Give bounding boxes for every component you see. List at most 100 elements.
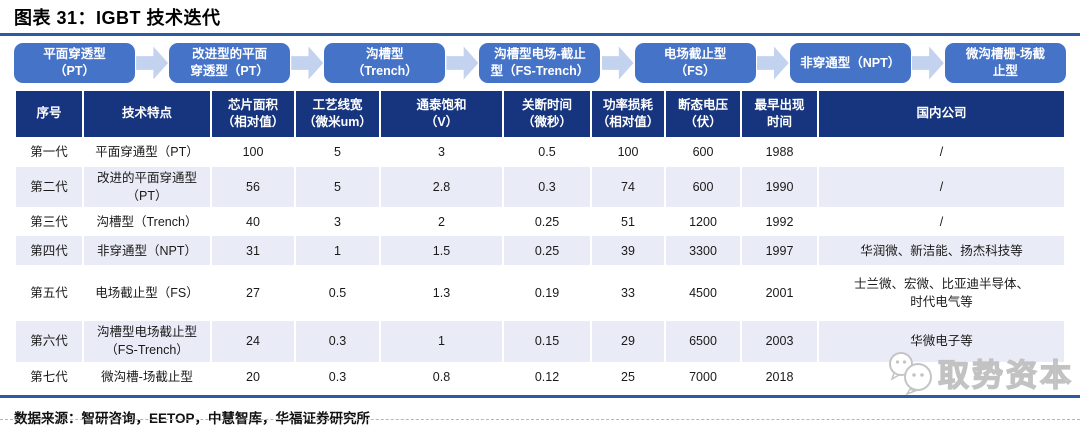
companies-cell: / bbox=[817, 167, 1064, 208]
header-power-loss: 功率损耗 （相对值） bbox=[590, 91, 665, 137]
table-row: 第一代 平面穿通型（PT） 100 5 3 0.5 100 600 1988 / bbox=[16, 137, 1064, 167]
value-cell: 100 bbox=[590, 137, 665, 167]
value-cell: 29 bbox=[590, 321, 665, 362]
year-cell: 1988 bbox=[740, 137, 818, 167]
generation-cell: 第二代 bbox=[30, 180, 68, 195]
tech-cell: 沟槽型电场截止型 （FS-Trench） bbox=[82, 321, 211, 362]
page-bottom-dashed-divider bbox=[0, 419, 1080, 420]
value-cell: 0.3 bbox=[294, 361, 380, 393]
year-cell: 2018 bbox=[740, 361, 818, 393]
value-cell: 0.5 bbox=[294, 265, 380, 322]
value-cell: 0.25 bbox=[502, 207, 591, 237]
arrow-right-icon bbox=[756, 46, 789, 80]
value-cell: 25 bbox=[590, 361, 665, 393]
table-bottom-divider bbox=[0, 394, 1080, 398]
value-cell: 1 bbox=[294, 236, 380, 266]
value-cell: 2.8 bbox=[379, 167, 503, 208]
year-cell: 2001 bbox=[740, 265, 818, 322]
value-cell: 7000 bbox=[664, 361, 741, 393]
value-cell: 40 bbox=[210, 207, 295, 237]
value-cell: 1.5 bbox=[379, 236, 503, 266]
value-cell: 39 bbox=[590, 236, 665, 266]
tech-cell: 微沟槽-场截止型 bbox=[82, 361, 211, 393]
header-serial: 序号 bbox=[16, 91, 83, 137]
flow-step-fs-trench: 沟槽型电场-截止 型（FS-Trench） bbox=[479, 43, 601, 83]
value-cell: 31 bbox=[210, 236, 295, 266]
arrow-right-icon bbox=[446, 46, 479, 80]
value-cell: 20 bbox=[210, 361, 295, 393]
tech-cell: 非穿通型（NPT） bbox=[82, 236, 211, 266]
value-cell: 5 bbox=[294, 167, 380, 208]
companies-cell: 士兰微、宏微、比亚迪半导体、 时代电气等 bbox=[817, 265, 1064, 322]
table-row: 第三代 沟槽型（Trench） 40 3 2 0.25 51 1200 1992… bbox=[16, 207, 1064, 237]
value-cell: 56 bbox=[210, 167, 295, 208]
flow-step-improved-pt: 改进型的平面 穿透型（PT） bbox=[169, 43, 291, 83]
flow-step-micro-trench: 微沟槽栅-场截 止型 bbox=[944, 43, 1066, 83]
table-row: 第七代 微沟槽-场截止型 20 0.3 0.8 0.12 25 7000 201… bbox=[16, 361, 1064, 393]
tech-cell: 电场截止型（FS） bbox=[82, 265, 211, 322]
companies-cell bbox=[817, 361, 1064, 393]
title-divider bbox=[0, 33, 1080, 36]
value-cell: 1 bbox=[379, 321, 503, 362]
header-chip-area: 芯片面积 （相对值） bbox=[210, 91, 295, 137]
value-cell: 0.19 bbox=[502, 265, 591, 322]
header-saturation: 通泰饱和 （V） bbox=[379, 91, 503, 137]
header-turnoff-time: 关断时间 （微秒） bbox=[502, 91, 591, 137]
value-cell: 0.5 bbox=[502, 137, 591, 167]
year-cell: 2003 bbox=[740, 321, 818, 362]
year-cell: 1990 bbox=[740, 167, 818, 208]
value-cell: 0.12 bbox=[502, 361, 591, 393]
value-cell: 51 bbox=[590, 207, 665, 237]
value-cell: 600 bbox=[664, 167, 741, 208]
technology-flow: 平面穿透型 （PT） 改进型的平面 穿透型（PT） 沟槽型 （Trench） 沟… bbox=[0, 36, 1080, 88]
data-source-note: 数据来源：智研咨询，EETOP，中慧智库，华福证券研究所 bbox=[14, 410, 371, 426]
tech-cell: 改进的平面穿通型 （PT） bbox=[82, 167, 211, 208]
value-cell: 33 bbox=[590, 265, 665, 322]
flow-step-pt: 平面穿透型 （PT） bbox=[14, 43, 135, 83]
generation-cell: 第六代 bbox=[30, 334, 68, 349]
value-cell: 4500 bbox=[664, 265, 741, 322]
header-line-width: 工艺线宽 （微米um） bbox=[294, 91, 380, 137]
table-row: 第四代 非穿通型（NPT） 31 1 1.5 0.25 39 3300 1997… bbox=[16, 236, 1064, 266]
generation-cell: 第三代 bbox=[30, 214, 68, 229]
flow-step-trench: 沟槽型 （Trench） bbox=[324, 43, 446, 83]
header-tech-feature: 技术特点 bbox=[82, 91, 211, 137]
value-cell: 0.3 bbox=[294, 321, 380, 362]
generation-cell: 第七代 bbox=[30, 369, 68, 384]
header-row: 序号 技术特点 芯片面积 （相对值） 工艺线宽 （微米um） 通泰饱和 （V） … bbox=[16, 91, 1064, 137]
value-cell: 3300 bbox=[664, 236, 741, 266]
figure-title: 图表 31：IGBT 技术迭代 bbox=[14, 8, 221, 28]
year-cell: 1997 bbox=[740, 236, 818, 266]
header-first-appearance: 最早出现 时间 bbox=[740, 91, 818, 137]
arrow-right-icon bbox=[911, 46, 944, 80]
flow-step-npt: 非穿通型（NPT） bbox=[789, 43, 911, 83]
year-cell: 1992 bbox=[740, 207, 818, 237]
generation-cell: 第五代 bbox=[30, 286, 68, 301]
value-cell: 100 bbox=[210, 137, 295, 167]
flow-step-fs: 电场截止型 （FS） bbox=[634, 43, 756, 83]
table-row: 第五代 电场截止型（FS） 27 0.5 1.3 0.19 33 4500 20… bbox=[16, 265, 1064, 322]
value-cell: 600 bbox=[664, 137, 741, 167]
arrow-right-icon bbox=[136, 46, 169, 80]
value-cell: 24 bbox=[210, 321, 295, 362]
value-cell: 3 bbox=[379, 137, 503, 167]
igbt-generations-table: 序号 技术特点 芯片面积 （相对值） 工艺线宽 （微米um） 通泰饱和 （V） … bbox=[16, 91, 1064, 393]
table-row: 第六代 沟槽型电场截止型 （FS-Trench） 24 0.3 1 0.15 2… bbox=[16, 321, 1064, 362]
companies-cell: 华微电子等 bbox=[817, 321, 1064, 362]
value-cell: 3 bbox=[294, 207, 380, 237]
companies-cell: 华润微、新洁能、扬杰科技等 bbox=[817, 236, 1064, 266]
value-cell: 0.8 bbox=[379, 361, 503, 393]
value-cell: 1200 bbox=[664, 207, 741, 237]
value-cell: 2 bbox=[379, 207, 503, 237]
tech-cell: 沟槽型（Trench） bbox=[82, 207, 211, 237]
value-cell: 0.15 bbox=[502, 321, 591, 362]
value-cell: 1.3 bbox=[379, 265, 503, 322]
generation-cell: 第一代 bbox=[30, 144, 68, 159]
value-cell: 5 bbox=[294, 137, 380, 167]
value-cell: 0.25 bbox=[502, 236, 591, 266]
arrow-right-icon bbox=[601, 46, 634, 80]
arrow-right-icon bbox=[291, 46, 324, 80]
value-cell: 0.3 bbox=[502, 167, 591, 208]
value-cell: 27 bbox=[210, 265, 295, 322]
header-blocking-voltage: 断态电压 （伏） bbox=[664, 91, 741, 137]
